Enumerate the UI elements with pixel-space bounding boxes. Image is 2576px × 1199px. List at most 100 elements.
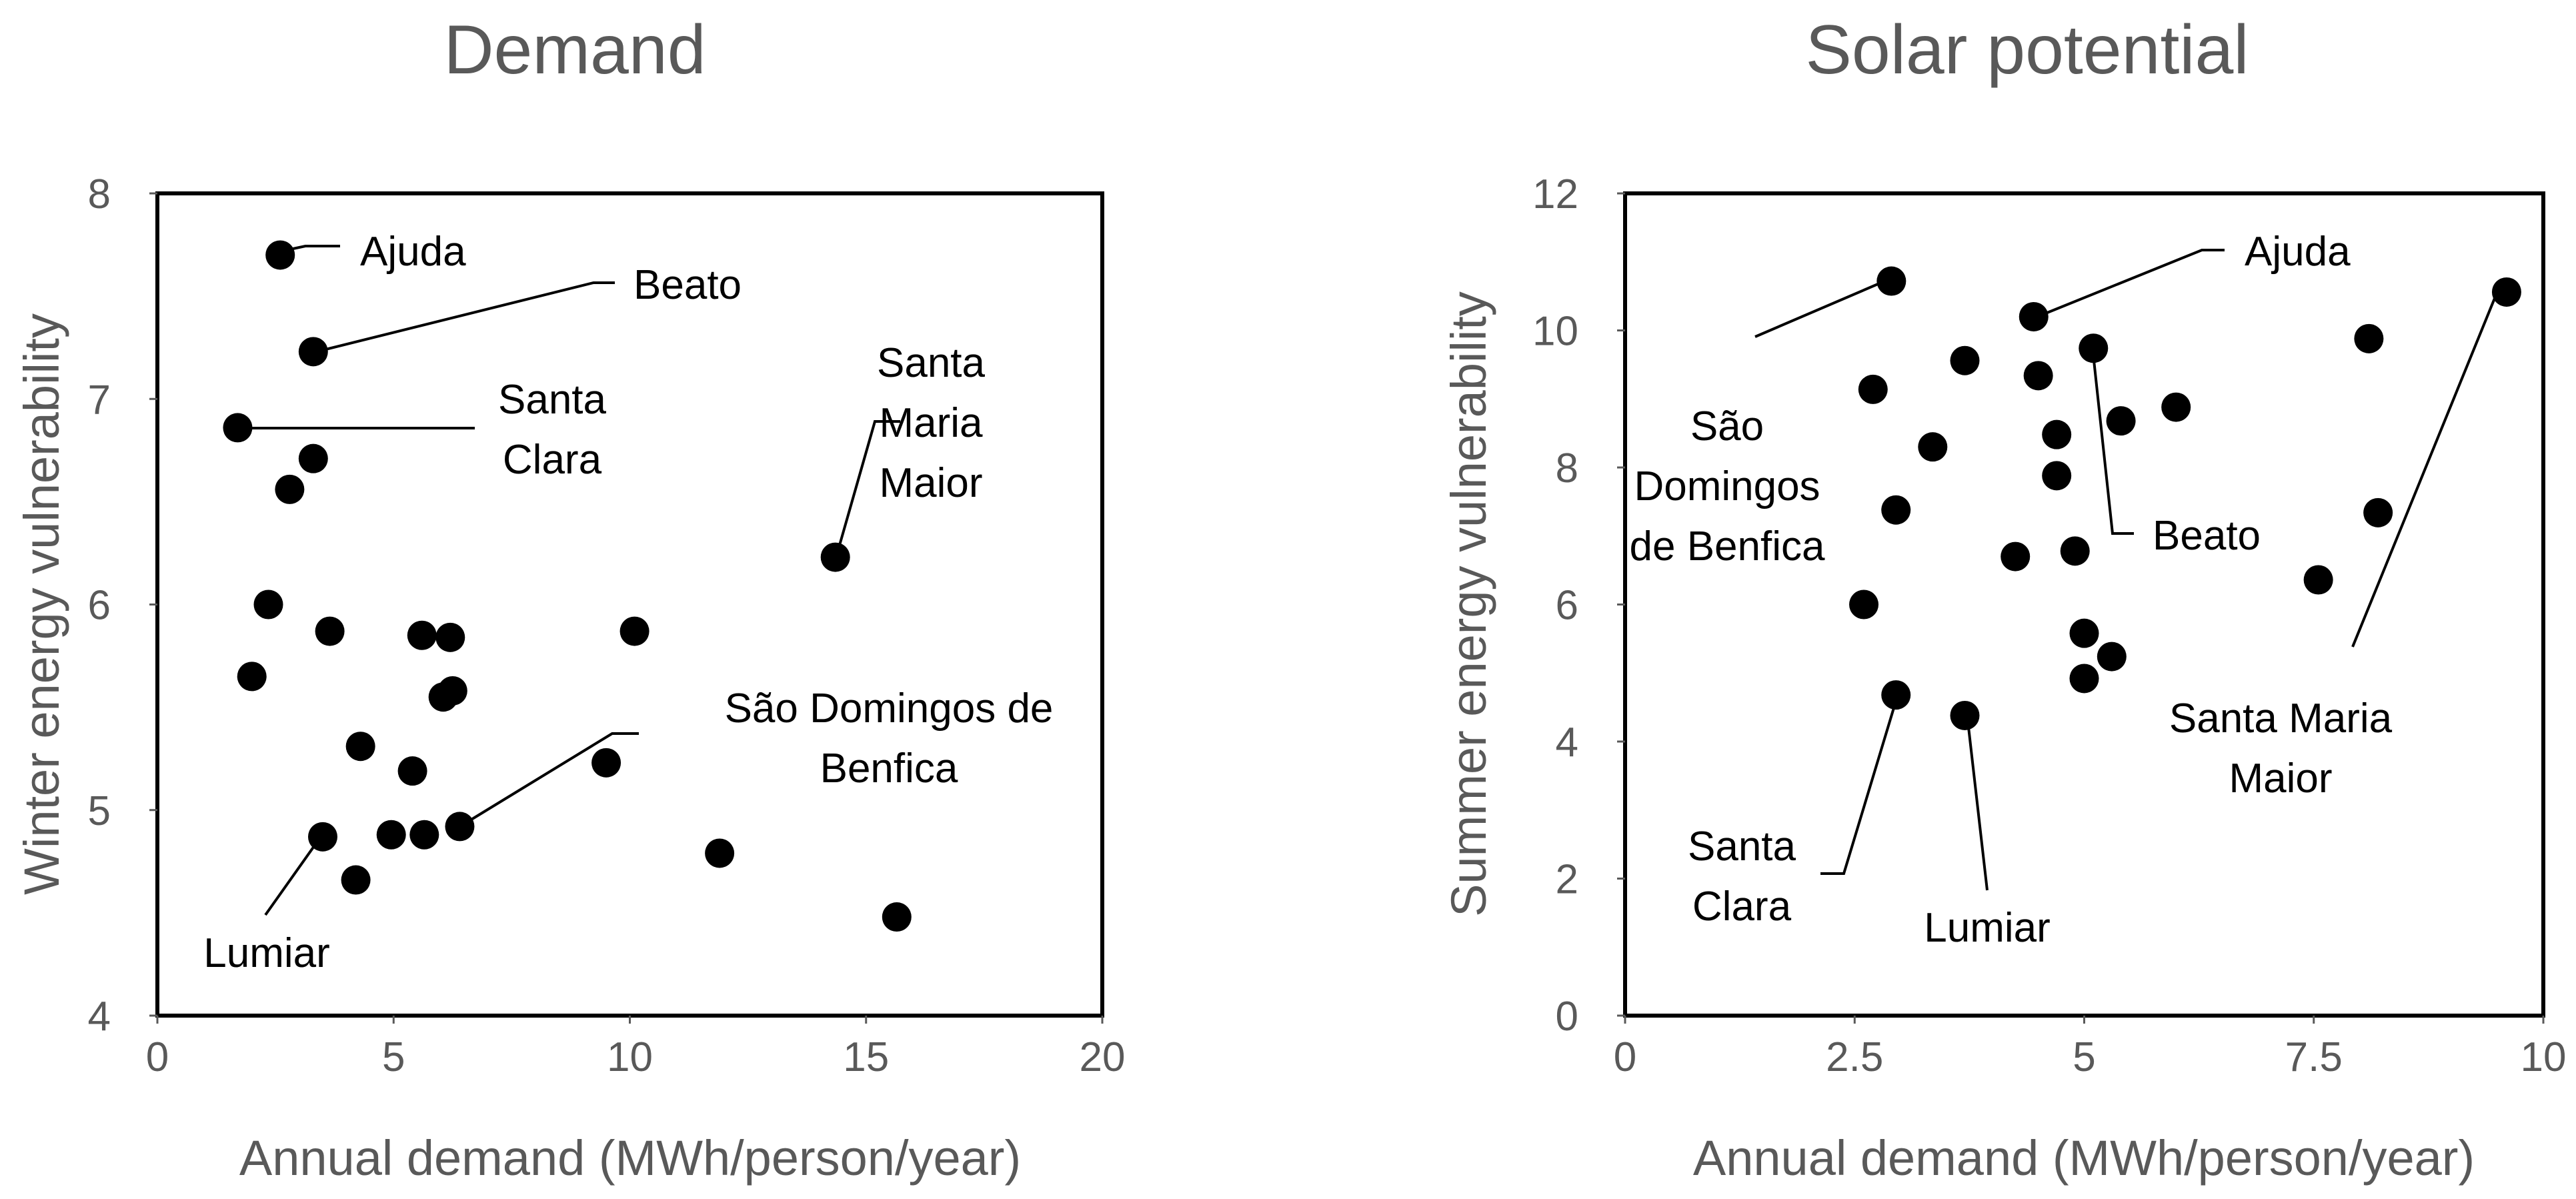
annotation-label-line: Lumiar bbox=[1924, 905, 2051, 951]
data-point bbox=[275, 474, 305, 504]
y-tick-label: 8 bbox=[88, 171, 111, 217]
data-point bbox=[2042, 419, 2072, 449]
annotation-label-line: Domingos bbox=[1634, 463, 1820, 509]
annotation-label: Lumiar bbox=[203, 930, 330, 976]
annotation-sao-domingos-de-benfica: São Domingos de Benfica bbox=[460, 686, 1053, 827]
annotation-label-line: Lumiar bbox=[203, 930, 330, 976]
data-point bbox=[2069, 618, 2099, 648]
data-point bbox=[1881, 680, 1911, 710]
annotation-label: Beato bbox=[633, 262, 742, 308]
y-tick-label: 7 bbox=[88, 377, 111, 423]
y-tick-label: 5 bbox=[88, 788, 111, 834]
y-axis-label: Winter energy vulnerability bbox=[14, 313, 69, 895]
annotation-label: Lumiar bbox=[1924, 905, 2051, 951]
x-tick-label: 2.5 bbox=[1826, 1034, 1883, 1080]
annotation-beato: Beato bbox=[317, 262, 742, 353]
x-tick-label: 5 bbox=[382, 1034, 405, 1080]
data-point bbox=[1950, 700, 1980, 730]
data-point bbox=[223, 413, 253, 443]
data-point bbox=[341, 865, 371, 895]
data-point bbox=[2097, 642, 2127, 672]
data-point bbox=[2303, 565, 2333, 595]
data-point bbox=[409, 820, 439, 850]
annotation-lumiar: Lumiar bbox=[1924, 715, 2051, 951]
data-point bbox=[820, 542, 850, 572]
annotation-label: Santa Clara bbox=[498, 377, 607, 483]
data-point bbox=[345, 732, 375, 762]
annotation-label-line: Ajuda bbox=[360, 229, 466, 275]
x-axis-label: Annual demand (MWh/person/year) bbox=[239, 1130, 1021, 1186]
data-point bbox=[397, 756, 427, 786]
annotation-label-line: Ajuda bbox=[2245, 229, 2351, 275]
annotation-sao-domingos-de-benfica: São Domingos de Benfica bbox=[1630, 279, 1888, 569]
data-point bbox=[2001, 541, 2031, 571]
annotation-label-line: São bbox=[1690, 403, 1764, 449]
x-tick-label: 5 bbox=[2073, 1034, 2095, 1080]
annotation-label-line: de Benfica bbox=[1630, 523, 1826, 569]
data-point bbox=[407, 620, 437, 650]
leader-line bbox=[1754, 279, 1888, 338]
leader-line bbox=[2037, 249, 2225, 318]
annotation-label-line: Benfica bbox=[820, 746, 958, 792]
leader-line bbox=[1966, 715, 1989, 891]
leader-line bbox=[286, 245, 340, 251]
annotation-lumiar: Lumiar bbox=[203, 834, 330, 976]
annotation-ajuda: Ajuda bbox=[286, 229, 466, 275]
y-tick-label: 6 bbox=[88, 583, 111, 629]
annotation-label: Santa Maria Maior bbox=[2169, 696, 2393, 802]
leader-line bbox=[317, 281, 615, 353]
y-tick-label: 0 bbox=[1556, 994, 1578, 1040]
data-point bbox=[1858, 374, 1888, 404]
annotation-label: Ajuda bbox=[2245, 229, 2351, 275]
data-point bbox=[1849, 589, 1879, 620]
annotation-santa-clara: Santa Clara bbox=[240, 377, 607, 483]
chart-title: Solar potential bbox=[1806, 11, 2249, 89]
data-point bbox=[298, 337, 328, 367]
annotation-label-line: Maior bbox=[2229, 756, 2332, 802]
annotation-label-line: Clara bbox=[503, 437, 602, 483]
x-tick-label: 10 bbox=[607, 1034, 653, 1080]
data-point bbox=[1918, 432, 1948, 462]
data-point bbox=[1881, 495, 1911, 525]
annotation-label-line: Santa Maria bbox=[2169, 696, 2393, 742]
data-point bbox=[2023, 361, 2053, 391]
data-point bbox=[253, 589, 283, 620]
solar-potential-chart: Solar potential 0 2.5 5 7.5 10 0 2 4 6 8 10 12 Annual… bbox=[1441, 11, 2566, 1186]
data-point bbox=[882, 902, 912, 932]
data-point bbox=[376, 820, 406, 850]
y-tick-label: 12 bbox=[1532, 171, 1578, 217]
data-point bbox=[298, 443, 328, 473]
data-point bbox=[2161, 392, 2191, 422]
annotation-label-line: Beato bbox=[633, 262, 742, 308]
annotation-santa-maria-maior: Santa Maria Maior bbox=[835, 340, 986, 557]
data-point bbox=[2060, 536, 2090, 566]
leader-line bbox=[835, 420, 900, 557]
data-point bbox=[591, 748, 621, 778]
leader-line bbox=[1820, 696, 1898, 875]
annotation-beato: Beato bbox=[2091, 347, 2261, 559]
y-tick-label: 8 bbox=[1556, 445, 1578, 491]
annotation-label-line: Santa bbox=[1688, 824, 1796, 870]
x-tick-label: 15 bbox=[843, 1034, 889, 1080]
data-point bbox=[2106, 406, 2136, 436]
data-point bbox=[1876, 266, 1906, 296]
annotation-label: Beato bbox=[2153, 513, 2261, 559]
annotation-label-line: Maior bbox=[879, 460, 982, 506]
annotation-santa-maria-maior: Santa Maria Maior bbox=[2169, 289, 2499, 802]
data-point bbox=[2354, 323, 2384, 353]
leader-line bbox=[460, 732, 639, 827]
annotation-ajuda: Ajuda bbox=[2037, 229, 2351, 318]
data-point bbox=[445, 812, 475, 842]
chart-title: Demand bbox=[443, 11, 706, 89]
x-tick-label: 0 bbox=[1614, 1034, 1636, 1080]
y-tick-label: 4 bbox=[88, 994, 111, 1040]
data-point bbox=[1950, 345, 1980, 375]
data-point bbox=[2491, 277, 2521, 307]
data-point bbox=[428, 682, 458, 712]
annotation-label-line: Santa bbox=[498, 377, 607, 423]
annotation-label: Santa Clara bbox=[1688, 824, 1796, 930]
data-point bbox=[265, 240, 295, 270]
leader-line bbox=[264, 834, 323, 916]
data-point bbox=[237, 662, 267, 692]
